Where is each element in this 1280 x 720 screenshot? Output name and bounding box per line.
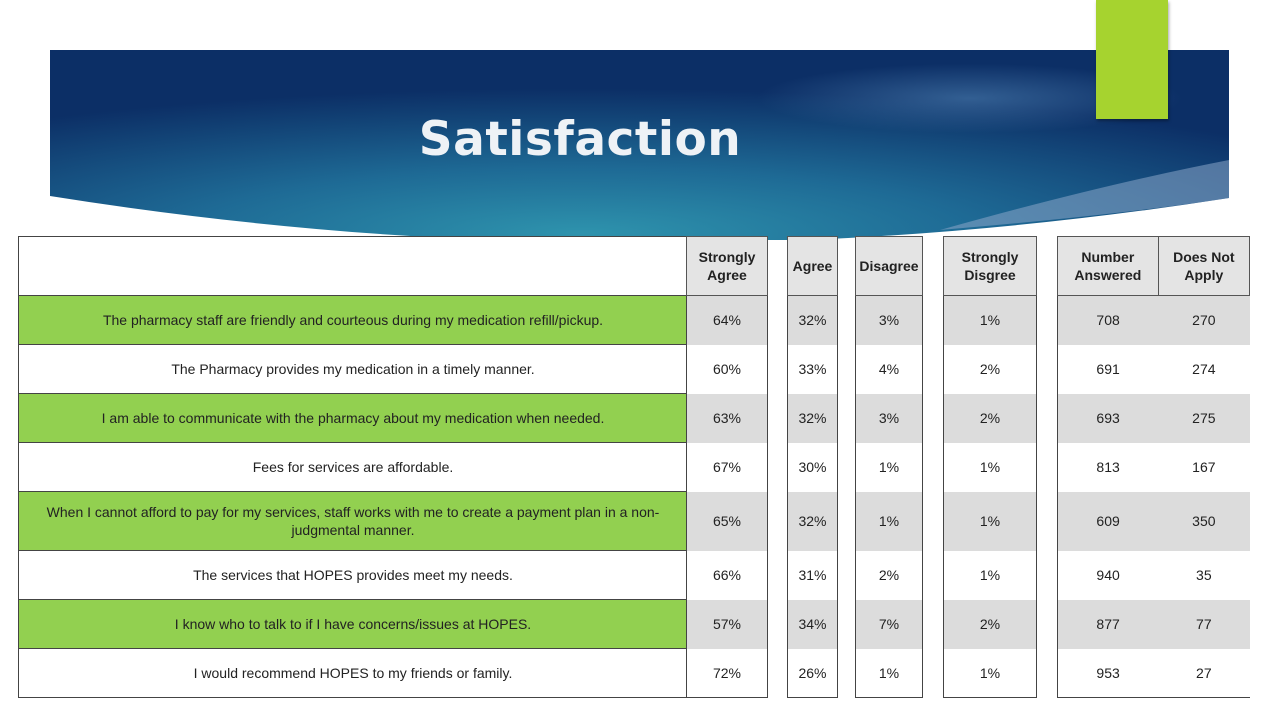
number-answered-cell: 708 (1057, 295, 1159, 345)
disagree-column: Disagree 3% 4% 3% 1% 1% 2% 7% 1% (855, 236, 923, 698)
strongly-disagree-cell: 2% (943, 599, 1037, 649)
strongly-disagree-cell: 2% (943, 344, 1037, 394)
strongly-agree-header: Strongly Agree (686, 236, 768, 296)
accent-bar (1096, 0, 1168, 119)
agree-cell: 30% (787, 442, 838, 492)
disagree-cell: 1% (855, 648, 923, 698)
does-not-apply-cell: 35 (1158, 550, 1250, 600)
disagree-cell: 2% (855, 550, 923, 600)
counts-table: Number Answered Does Not Apply 708 270 69… (1057, 236, 1251, 698)
title-banner (50, 50, 1229, 240)
question-cell: The Pharmacy provides my medication in a… (18, 344, 688, 394)
number-answered-cell: 940 (1057, 550, 1159, 600)
number-answered-cell: 693 (1057, 393, 1159, 443)
strongly-agree-cell: 63% (686, 393, 768, 443)
question-cell: When I cannot afford to pay for my servi… (18, 491, 688, 551)
number-answered-cell: 691 (1057, 344, 1159, 394)
disagree-cell: 7% (855, 599, 923, 649)
blank-header (18, 236, 688, 296)
does-not-apply-cell: 270 (1158, 295, 1250, 345)
strongly-disagree-header: Strongly Disgree (943, 236, 1037, 296)
question-cell: Fees for services are affordable. (18, 442, 688, 492)
disagree-header: Disagree (855, 236, 923, 296)
agree-cell: 32% (787, 295, 838, 345)
strongly-disagree-cell: 1% (943, 648, 1037, 698)
strongly-agree-cell: 57% (686, 599, 768, 649)
disagree-cell: 1% (855, 491, 923, 551)
agree-cell: 31% (787, 550, 838, 600)
questions-table: The pharmacy staff are friendly and cour… (18, 236, 688, 698)
strongly-agree-cell: 64% (686, 295, 768, 345)
number-answered-cell: 813 (1057, 442, 1159, 492)
strongly-disagree-cell: 1% (943, 442, 1037, 492)
table-row: When I cannot afford to pay for my servi… (18, 491, 688, 551)
table-row: The services that HOPES provides meet my… (18, 550, 688, 600)
strongly-disagree-cell: 2% (943, 393, 1037, 443)
does-not-apply-cell: 167 (1158, 442, 1250, 492)
disagree-cell: 1% (855, 442, 923, 492)
strongly-agree-cell: 67% (686, 442, 768, 492)
agree-cell: 34% (787, 599, 838, 649)
agree-cell: 26% (787, 648, 838, 698)
does-not-apply-cell: 77 (1158, 599, 1250, 649)
agree-column: Agree 32% 33% 32% 30% 32% 31% 34% 26% (787, 236, 838, 698)
does-not-apply-cell: 27 (1158, 648, 1250, 698)
does-not-apply-header: Does Not Apply (1157, 236, 1251, 296)
number-answered-header: Number Answered (1057, 236, 1159, 296)
strongly-agree-cell: 65% (686, 491, 768, 551)
table-row: I know who to talk to if I have concerns… (18, 599, 688, 649)
agree-cell: 32% (787, 491, 838, 551)
agree-header: Agree (787, 236, 838, 296)
question-cell: I am able to communicate with the pharma… (18, 393, 688, 443)
table-row: The pharmacy staff are friendly and cour… (18, 295, 688, 345)
number-answered-cell: 953 (1057, 648, 1159, 698)
agree-cell: 32% (787, 393, 838, 443)
does-not-apply-cell: 350 (1158, 491, 1250, 551)
table-row: The Pharmacy provides my medication in a… (18, 344, 688, 394)
slide-title: Satisfaction (418, 112, 742, 167)
does-not-apply-cell: 274 (1158, 344, 1250, 394)
number-answered-cell: 609 (1057, 491, 1159, 551)
strongly-disagree-cell: 1% (943, 295, 1037, 345)
strongly-agree-column: Strongly Agree 64% 60% 63% 67% 65% 66% 5… (686, 236, 768, 698)
table-row: Fees for services are affordable. (18, 442, 688, 492)
strongly-disagree-column: Strongly Disgree 1% 2% 2% 1% 1% 1% 2% 1% (943, 236, 1037, 698)
disagree-cell: 4% (855, 344, 923, 394)
strongly-disagree-cell: 1% (943, 550, 1037, 600)
strongly-agree-cell: 60% (686, 344, 768, 394)
disagree-cell: 3% (855, 393, 923, 443)
number-answered-cell: 877 (1057, 599, 1159, 649)
question-cell: I would recommend HOPES to my friends or… (18, 648, 688, 698)
table-row: I am able to communicate with the pharma… (18, 393, 688, 443)
agree-cell: 33% (787, 344, 838, 394)
table-row: I would recommend HOPES to my friends or… (18, 648, 688, 698)
question-cell: The services that HOPES provides meet my… (18, 550, 688, 600)
strongly-disagree-cell: 1% (943, 491, 1037, 551)
strongly-agree-cell: 66% (686, 550, 768, 600)
question-cell: The pharmacy staff are friendly and cour… (18, 295, 688, 345)
strongly-agree-cell: 72% (686, 648, 768, 698)
question-cell: I know who to talk to if I have concerns… (18, 599, 688, 649)
does-not-apply-cell: 275 (1158, 393, 1250, 443)
disagree-cell: 3% (855, 295, 923, 345)
table-header-row (18, 236, 688, 296)
